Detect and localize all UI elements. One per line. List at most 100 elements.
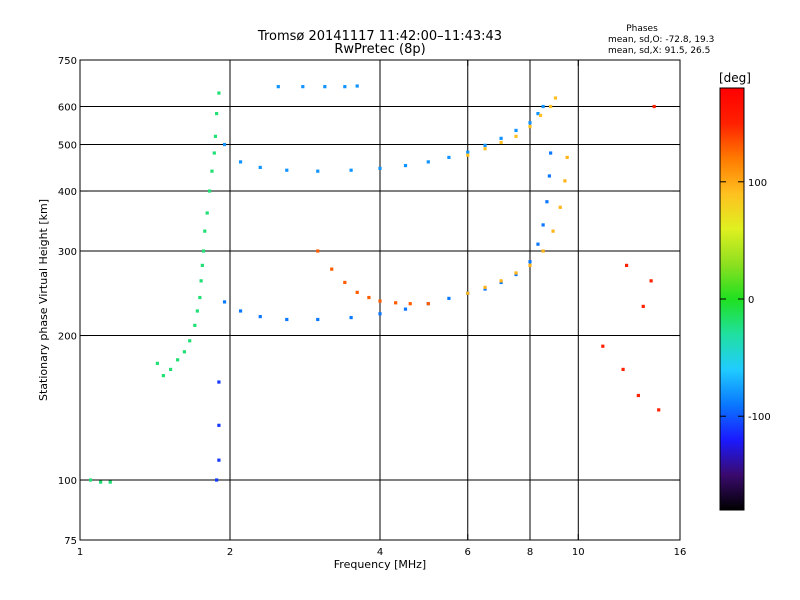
data-point — [657, 408, 661, 412]
colorbar-label: [deg] — [719, 71, 751, 85]
data-point — [195, 309, 199, 313]
data-point — [426, 160, 430, 164]
data-point — [545, 200, 549, 204]
data-point — [541, 104, 545, 109]
data-point — [541, 249, 545, 253]
data-point — [285, 168, 289, 172]
data-point — [549, 151, 553, 155]
data-point — [403, 307, 408, 311]
data-point — [349, 315, 353, 320]
x-tick-label: 16 — [674, 547, 687, 558]
data-point — [176, 358, 180, 362]
colorbar: 100 0 -100 — [719, 87, 771, 511]
data-point — [222, 300, 227, 304]
x-tick-label: 8 — [527, 547, 533, 558]
plot-area: 1 2 4 6 8 10 16 75 100 200 300 400 500 600 750 — [58, 56, 686, 558]
data-point — [88, 478, 93, 482]
data-point — [649, 279, 653, 283]
data-point — [549, 104, 553, 109]
data-point — [499, 140, 503, 145]
data-point — [514, 134, 518, 138]
data-point — [378, 166, 382, 170]
data-point — [652, 104, 656, 109]
x-axis-label: Frequency [MHz] — [334, 558, 426, 571]
data-point — [528, 263, 532, 267]
data-point — [636, 393, 640, 398]
data-point — [349, 168, 353, 172]
data-point — [217, 423, 221, 427]
data-point — [201, 249, 206, 253]
data-point — [316, 317, 320, 322]
x-tick-label: 10 — [572, 547, 585, 558]
data-point — [276, 85, 280, 89]
x-tick-label: 6 — [465, 547, 471, 558]
data-point — [161, 374, 165, 378]
data-point — [447, 155, 451, 160]
y-tick-label: 200 — [58, 332, 77, 343]
data-point — [213, 134, 218, 138]
data-point — [499, 136, 503, 140]
x-tick-label: 1 — [77, 547, 83, 558]
data-point — [483, 285, 487, 289]
data-point — [182, 350, 186, 354]
data-point — [285, 317, 289, 322]
data-point — [210, 169, 214, 173]
data-point — [536, 242, 540, 246]
data-point — [499, 279, 503, 283]
data-point — [193, 323, 197, 327]
data-point — [258, 165, 262, 170]
data-point — [547, 174, 551, 178]
data-point — [217, 91, 221, 95]
data-point — [215, 111, 219, 116]
data-point — [483, 287, 487, 291]
data-point — [316, 249, 320, 253]
data-point — [155, 361, 160, 365]
data-point — [188, 339, 192, 343]
data-point — [541, 223, 545, 227]
y-tick-label: 300 — [58, 247, 77, 258]
data-point — [408, 302, 412, 306]
data-point — [207, 189, 212, 193]
y-tick-label: 750 — [58, 56, 77, 67]
data-point — [316, 169, 320, 173]
chart-title: Tromsø 20141117 11:42:00–11:43:43 — [257, 29, 502, 44]
data-point — [367, 295, 371, 300]
data-point — [330, 267, 334, 271]
stats-line-o: mean, sd,O: -72.8, 19.3 — [608, 35, 714, 45]
chart-subtitle: RwPretec (8p) — [334, 42, 425, 57]
data-point — [378, 312, 382, 316]
y-tick-label: 400 — [58, 187, 77, 198]
data-point — [499, 280, 503, 285]
data-point — [99, 480, 103, 484]
data-point — [301, 85, 305, 89]
colorbar-tick-label: 100 — [748, 178, 767, 189]
data-point — [217, 458, 221, 462]
data-point — [447, 296, 451, 300]
data-point — [624, 263, 629, 267]
stats-line-x: mean, sd,X: 91.5, 26.5 — [608, 46, 710, 56]
data-point — [565, 155, 569, 160]
data-point — [528, 121, 532, 125]
data-point — [222, 142, 227, 147]
data-point — [601, 344, 605, 348]
y-axis-label: Stationary phase Virtual Height [km] — [37, 199, 50, 401]
colorbar-tick-label: 0 — [748, 295, 754, 306]
data-point — [343, 280, 347, 285]
data-point — [198, 295, 202, 300]
data-point — [466, 153, 470, 157]
data-point — [528, 124, 532, 129]
data-point — [323, 85, 327, 89]
data-point — [551, 229, 555, 233]
data-point — [403, 163, 408, 168]
data-point — [563, 179, 567, 183]
data-point — [212, 151, 216, 155]
data-point — [514, 271, 518, 275]
y-tick-label: 100 — [58, 476, 77, 487]
x-tick-label: 4 — [377, 547, 383, 558]
data-point — [343, 85, 347, 89]
colorbar-tick-label: -100 — [748, 412, 771, 423]
data-point — [355, 84, 359, 88]
data-point — [483, 147, 487, 151]
data-point — [355, 290, 359, 294]
data-point — [553, 96, 558, 100]
